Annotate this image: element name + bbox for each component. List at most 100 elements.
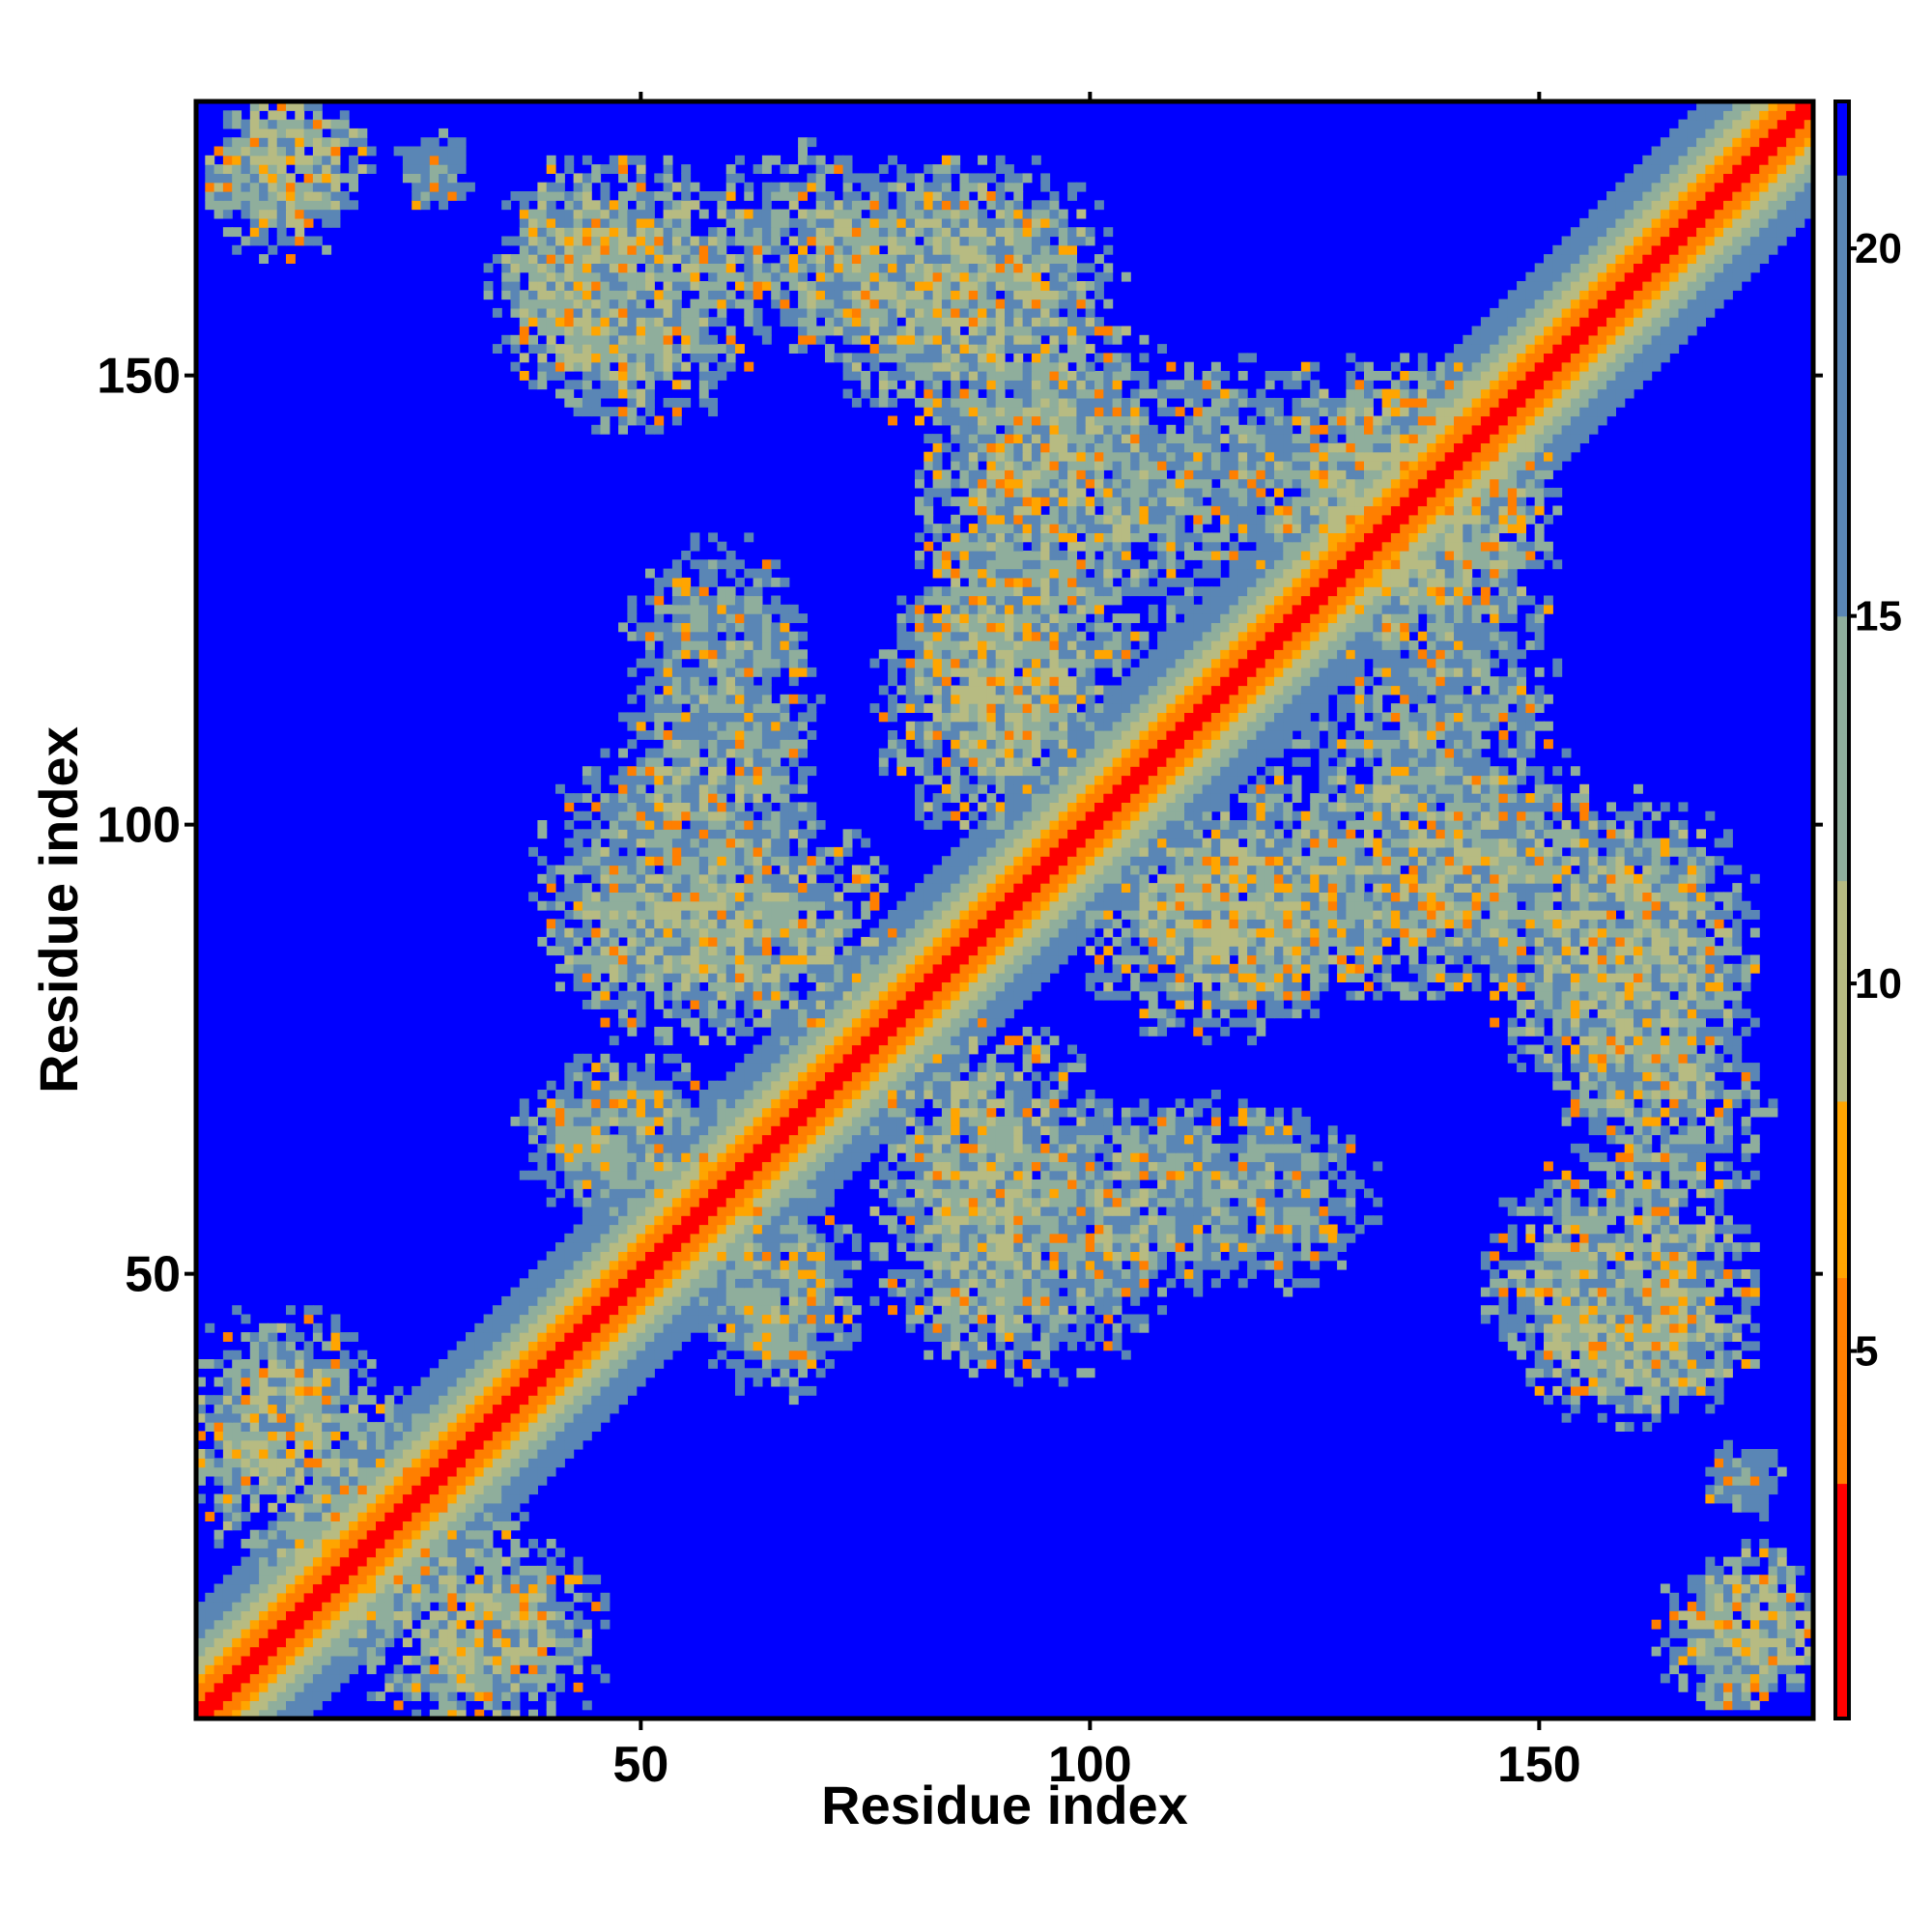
heatmap-cell	[627, 1251, 638, 1262]
heatmap-cell	[573, 1063, 583, 1072]
heatmap-cell	[384, 1673, 395, 1684]
heatmap-cell	[1049, 1161, 1060, 1172]
heatmap-cell	[1175, 1197, 1185, 1208]
heatmap-cell	[807, 1350, 817, 1360]
heatmap-cell	[456, 1458, 467, 1468]
heatmap-cell	[681, 1242, 692, 1252]
heatmap-cell	[205, 1359, 215, 1369]
heatmap-cell	[1732, 1063, 1743, 1072]
heatmap-cell	[1615, 1063, 1626, 1072]
heatmap-cell	[1570, 1143, 1580, 1153]
heatmap-cell	[708, 1287, 718, 1297]
heatmap-cell	[546, 1565, 556, 1576]
heatmap-cell	[1498, 1295, 1509, 1306]
heatmap-cell	[1490, 1287, 1500, 1297]
heatmap-cell	[1660, 1385, 1670, 1396]
heatmap-cell	[1058, 1332, 1068, 1342]
heatmap-cell	[1669, 1188, 1680, 1199]
heatmap-cell	[654, 1314, 665, 1324]
heatmap-cell	[1534, 1295, 1545, 1306]
heatmap-cell	[501, 1422, 512, 1432]
heatmap-cell	[1013, 1206, 1024, 1216]
heatmap-cell	[555, 1341, 565, 1351]
heatmap-cell	[1634, 1287, 1643, 1297]
heatmap-cell	[941, 1197, 952, 1208]
heatmap-cell	[923, 1125, 934, 1136]
heatmap-cell	[1103, 1107, 1114, 1118]
heatmap-cell	[1067, 1341, 1077, 1351]
heatmap-cell	[591, 1206, 602, 1216]
heatmap-cell	[1058, 1260, 1068, 1270]
heatmap-cell	[528, 1664, 538, 1675]
heatmap-cell	[330, 1583, 341, 1594]
heatmap-cell	[456, 1475, 467, 1486]
heatmap-cell	[555, 1602, 565, 1611]
heatmap-cell	[268, 1439, 278, 1450]
heatmap-cell	[1741, 1610, 1751, 1621]
heatmap-cell	[1112, 1305, 1122, 1316]
heatmap-cell	[1579, 1295, 1590, 1306]
heatmap-cell	[519, 1637, 529, 1648]
heatmap-cell	[807, 1233, 817, 1243]
heatmap-cell	[744, 1143, 754, 1153]
heatmap-cell	[968, 1215, 979, 1226]
heatmap-cell	[1507, 1278, 1518, 1289]
heatmap-cell	[968, 1233, 979, 1243]
heatmap-cell	[555, 1619, 565, 1630]
heatmap-cell	[510, 1673, 521, 1684]
heatmap-cell	[564, 1359, 575, 1369]
heatmap-cell	[582, 1368, 592, 1378]
heatmap-cell	[519, 1682, 529, 1692]
heatmap-cell	[546, 1197, 556, 1208]
heatmap-cell	[986, 1080, 997, 1091]
heatmap-cell	[1031, 1314, 1041, 1324]
heatmap-cell	[1678, 1350, 1689, 1360]
heatmap-cell	[456, 1556, 467, 1567]
heatmap-cell	[546, 1664, 556, 1675]
heatmap-cell	[896, 1287, 907, 1297]
heatmap-cell	[1094, 1161, 1104, 1172]
heatmap-cell	[780, 1233, 790, 1243]
heatmap-cell	[276, 1512, 287, 1521]
heatmap-cell	[1696, 1179, 1706, 1189]
heatmap-cell	[1696, 1063, 1706, 1072]
heatmap-cell	[241, 1682, 251, 1692]
heatmap-cell	[1005, 1116, 1014, 1126]
heatmap-cell	[339, 1592, 350, 1603]
heatmap-cell	[735, 1332, 745, 1342]
heatmap-cell	[537, 1431, 548, 1441]
heatmap-cell	[259, 1412, 269, 1423]
heatmap-cell	[1058, 1080, 1068, 1091]
heatmap-cell	[995, 1295, 1006, 1306]
heatmap-cell	[1705, 1359, 1716, 1369]
heatmap-cell	[519, 1548, 529, 1558]
heatmap-cell	[259, 1395, 269, 1406]
heatmap-cell	[1552, 1332, 1563, 1342]
heatmap-cell	[771, 1134, 781, 1145]
heatmap-cell	[1121, 1188, 1131, 1199]
heatmap-cell	[286, 1422, 296, 1432]
heatmap-cell	[815, 1295, 826, 1306]
heatmap-cell	[447, 1655, 458, 1665]
heatmap-cell	[1749, 1619, 1760, 1630]
heatmap-cell	[1561, 1412, 1572, 1423]
heatmap-cell	[725, 1161, 736, 1172]
heatmap-cell	[1283, 1179, 1293, 1189]
heatmap-cell	[564, 1395, 575, 1406]
heatmap-cell	[932, 1224, 943, 1235]
heatmap-cell	[546, 1098, 556, 1109]
heatmap-cell	[1714, 1368, 1724, 1378]
heatmap-cell	[259, 1592, 269, 1603]
heatmap-cell	[995, 1188, 1006, 1199]
heatmap-cell	[241, 1575, 251, 1585]
heatmap-cell	[474, 1529, 485, 1540]
heatmap-cell	[1022, 1143, 1033, 1153]
heatmap-cell	[483, 1529, 494, 1540]
heatmap-cell	[510, 1602, 521, 1611]
heatmap-cell	[1705, 1053, 1716, 1064]
heatmap-cell	[1570, 1322, 1580, 1333]
heatmap-cell	[1283, 1134, 1293, 1145]
heatmap-cell	[357, 1431, 368, 1441]
heatmap-cell	[222, 1655, 233, 1665]
heatmap-cell	[384, 1493, 395, 1504]
